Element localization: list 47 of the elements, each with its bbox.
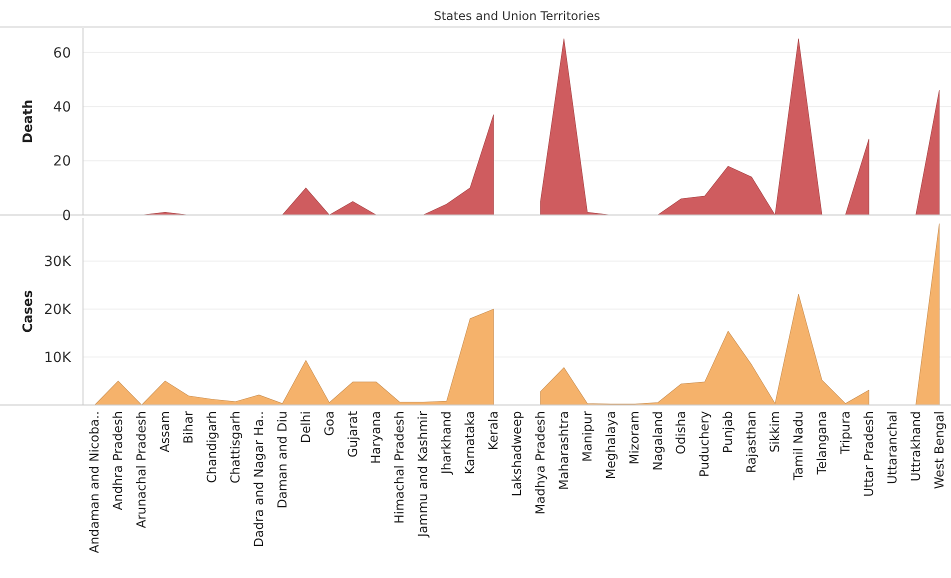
- x-tick-label: Meghalaya: [602, 411, 618, 480]
- x-tick-label: Kerala: [486, 411, 501, 450]
- x-tick-label: Tamil Nadu: [790, 411, 806, 482]
- x-tick-label: Madhya Pradesh: [532, 411, 548, 515]
- x-tick-label: Uttar Pradesh: [860, 411, 876, 497]
- x-tick-label: Lakshadweep: [509, 410, 524, 496]
- x-tick-label: Maharashtra: [556, 411, 571, 490]
- x-tick-label: Dadra and Nagar Ha..: [250, 411, 266, 548]
- y-tick-label: 20K: [44, 302, 72, 318]
- x-tick-label: Chandigarh: [204, 411, 220, 484]
- x-tick-label: Manipur: [579, 410, 594, 462]
- x-tick-label: Arunachal Pradesh: [134, 411, 149, 528]
- y-tick-label: 20: [53, 154, 71, 170]
- x-axis-title: States and Union Territories: [434, 9, 600, 23]
- x-tick-label: Karnataka: [462, 411, 478, 474]
- y-tick-label: 40: [53, 99, 71, 116]
- x-tick-label: Jammu and Kashmir: [415, 410, 430, 538]
- x-tick-label: Punjab: [720, 410, 736, 454]
- x-tick-label: Haryana: [368, 411, 384, 464]
- x-tick-label: Uttrakhand: [908, 411, 923, 482]
- x-tick-label: Gujarat: [344, 410, 360, 458]
- y-tick-label: 30K: [44, 254, 72, 270]
- x-tick-label: Uttaranchal: [884, 411, 900, 484]
- x-tick-label: Nagaland: [650, 411, 665, 471]
- x-tick-label: Jharkhand: [438, 411, 454, 476]
- y-axis-title: Death: [21, 100, 36, 144]
- x-tick-label: Chattisgarh: [227, 411, 242, 484]
- x-tick-label: Bihar: [180, 410, 196, 444]
- x-tick-label: Daman and Diu: [274, 411, 290, 509]
- x-tick-label: West Bengal: [931, 411, 946, 489]
- x-tick-label: Andaman and Nicoba..: [86, 411, 102, 554]
- x-tick-label: Odisha: [673, 411, 688, 454]
- y-tick-label: 0: [62, 208, 71, 224]
- y-tick-label: 60: [53, 45, 71, 62]
- y-axis-title: Cases: [21, 290, 36, 333]
- x-tick-label: Telangana: [814, 411, 829, 476]
- x-tick-label: Goa: [321, 411, 336, 436]
- x-tick-label: Himachal Pradesh: [392, 411, 407, 524]
- x-tick-label: Andhra Pradesh: [110, 411, 126, 510]
- y-tick-label: 10K: [44, 350, 72, 366]
- x-tick-label: Tripura: [837, 411, 852, 456]
- x-tick-label: Delhi: [298, 411, 313, 444]
- x-tick-label: Rajasthan: [744, 411, 759, 474]
- x-tick-label: Mizoram: [626, 411, 642, 464]
- x-tick-label: Puduchery: [696, 410, 712, 478]
- x-tick-label: Sikkim: [767, 411, 782, 453]
- x-tick-label: Assam: [157, 411, 172, 452]
